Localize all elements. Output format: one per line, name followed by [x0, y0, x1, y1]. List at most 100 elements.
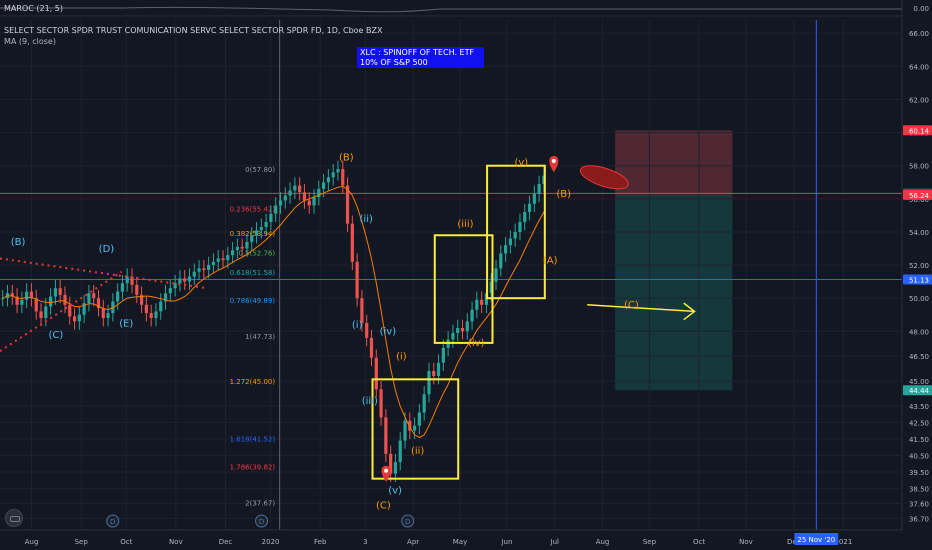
wave-label[interactable]: (ii): [411, 446, 424, 457]
candle-body: [240, 246, 244, 249]
wave-box-3[interactable]: [486, 164, 546, 300]
wave-label[interactable]: (B): [11, 237, 26, 248]
candle-body: [20, 299, 24, 305]
candle-body: [432, 371, 436, 377]
candle-body: [101, 308, 105, 319]
fib-level-label[interactable]: 0.236(55.42): [230, 205, 276, 213]
wave-label[interactable]: (A): [543, 255, 558, 266]
candle-body: [207, 265, 211, 271]
candle-body: [187, 276, 192, 282]
candle-body: [264, 222, 268, 227]
fib-level-label[interactable]: 1(47.73): [245, 333, 275, 341]
candle-body: [403, 420, 407, 441]
candle-body: [331, 172, 335, 178]
fib-level-label[interactable]: 1.618(41.52): [230, 436, 276, 444]
fib-level-label[interactable]: 2(37.67): [245, 499, 275, 507]
wave-label[interactable]: (B): [556, 189, 571, 200]
note-box[interactable]: XLC : SPINOFF OF TECH. ETF 10% OF S&P 50…: [357, 47, 484, 68]
candle-body: [29, 291, 34, 299]
candle-body: [293, 185, 297, 191]
wave-label[interactable]: (v): [388, 486, 402, 497]
triangle-lower-trendline[interactable]: [0, 270, 123, 353]
fib-level-label[interactable]: 0.618(51.58): [230, 269, 276, 277]
candle-body: [245, 241, 249, 249]
candle-body: [274, 205, 278, 214]
candle-body: [408, 420, 412, 431]
dividend-marker[interactable]: [401, 514, 415, 528]
candle-body: [480, 299, 484, 305]
candle-body: [475, 299, 479, 310]
candle-body: [34, 298, 38, 312]
candle-body: [355, 261, 359, 299]
candle-body: [149, 313, 153, 319]
candle-body: [317, 188, 321, 198]
candle-body: [235, 246, 239, 251]
highlight-ellipse[interactable]: [578, 161, 631, 194]
candle-body: [120, 283, 125, 292]
stop-loss-zone[interactable]: [615, 130, 733, 195]
candle-body: [494, 268, 498, 282]
candle-body: [10, 293, 14, 297]
time-tick-label: Oct: [120, 538, 132, 546]
price-tick-label: 62.00: [909, 96, 929, 104]
wave-label[interactable]: (C): [49, 330, 64, 341]
location-marker-icon[interactable]: [381, 465, 391, 482]
wave-label[interactable]: (iii): [457, 219, 473, 230]
wave-label[interactable]: (iii): [362, 396, 378, 407]
time-axis[interactable]: Aug Sep Oct Nov Dec 2020 Feb 3 Apr May Jun Jul Aug Se…: [0, 529, 932, 550]
candle-body: [48, 296, 53, 307]
triangle-upper-trendline[interactable]: [0, 257, 208, 290]
fib-level-label[interactable]: 0.5(52.76): [238, 249, 275, 257]
wave-label[interactable]: (iv): [380, 327, 397, 338]
dividend-marker[interactable]: [255, 514, 269, 528]
price-tag[interactable]: [903, 274, 932, 285]
chart-settings-button[interactable]: [5, 509, 23, 527]
fib-level-label[interactable]: 0.382(53.94): [230, 230, 276, 238]
wave-label[interactable]: (ii): [360, 214, 373, 225]
candle-body: [250, 235, 254, 242]
projection-arrow[interactable]: [587, 304, 695, 313]
time-tick-label: Sep: [643, 538, 657, 546]
wave-label[interactable]: (i): [352, 320, 363, 331]
wave-label[interactable]: (E): [119, 318, 133, 329]
candle-body: [39, 311, 43, 319]
candle-body: [393, 462, 398, 474]
wave-label[interactable]: (i): [396, 351, 407, 362]
date-tag[interactable]: [794, 533, 839, 545]
price-tag-label: 44.44: [909, 387, 930, 395]
candle-body: [422, 394, 426, 413]
fib-level-label[interactable]: 1.786(39.82): [230, 464, 276, 472]
symbol-title[interactable]: SELECT SECTOR SPDR TRUST COMUNICATION SE…: [4, 26, 383, 35]
wave-label[interactable]: (D): [99, 244, 115, 255]
time-tick-label: 2020: [262, 538, 280, 546]
wave-labels[interactable]: (B) (D) (C) (E) (B) (ii) (i) (iv) (iii) (i) (ii) (i…: [11, 153, 639, 512]
dividend-marker[interactable]: [106, 514, 120, 528]
price-tag[interactable]: [903, 125, 932, 136]
candle-body: [436, 362, 441, 377]
ma-label[interactable]: MA (9, close): [4, 37, 56, 46]
target-zone[interactable]: [615, 194, 733, 391]
fib-level-label[interactable]: 1.272(45.00): [230, 378, 276, 386]
candle-body: [278, 200, 283, 206]
wave-label[interactable]: (C): [624, 300, 639, 311]
wave-label[interactable]: (iv): [468, 338, 485, 349]
wave-box-2[interactable]: [433, 234, 494, 344]
candle-body: [532, 193, 536, 204]
risk-reward-zones[interactable]: [615, 130, 733, 391]
location-marker-icon[interactable]: [549, 156, 559, 173]
candle-body: [312, 197, 316, 206]
fib-level-label[interactable]: 0.786(49.89): [230, 297, 276, 305]
price-tag[interactable]: [903, 189, 932, 200]
indicator-label[interactable]: MAROC (21, 5): [4, 4, 63, 13]
price-tag[interactable]: [903, 385, 932, 396]
candle-body: [44, 306, 48, 319]
fib-level-label[interactable]: 0(57.80): [245, 166, 275, 174]
price-axis[interactable]: 0.0066.0064.0062.0060.0058.0056.0054.005…: [901, 0, 932, 550]
wave-label[interactable]: (C): [376, 500, 391, 511]
wave-label[interactable]: (B): [339, 153, 354, 164]
fibonacci-levels[interactable]: 0(57.80) 0.236(55.42) 0.382(53.94) 0.5(52.7…: [230, 166, 276, 507]
wave-box-1[interactable]: [371, 378, 460, 480]
wave-label[interactable]: (v): [514, 158, 528, 169]
